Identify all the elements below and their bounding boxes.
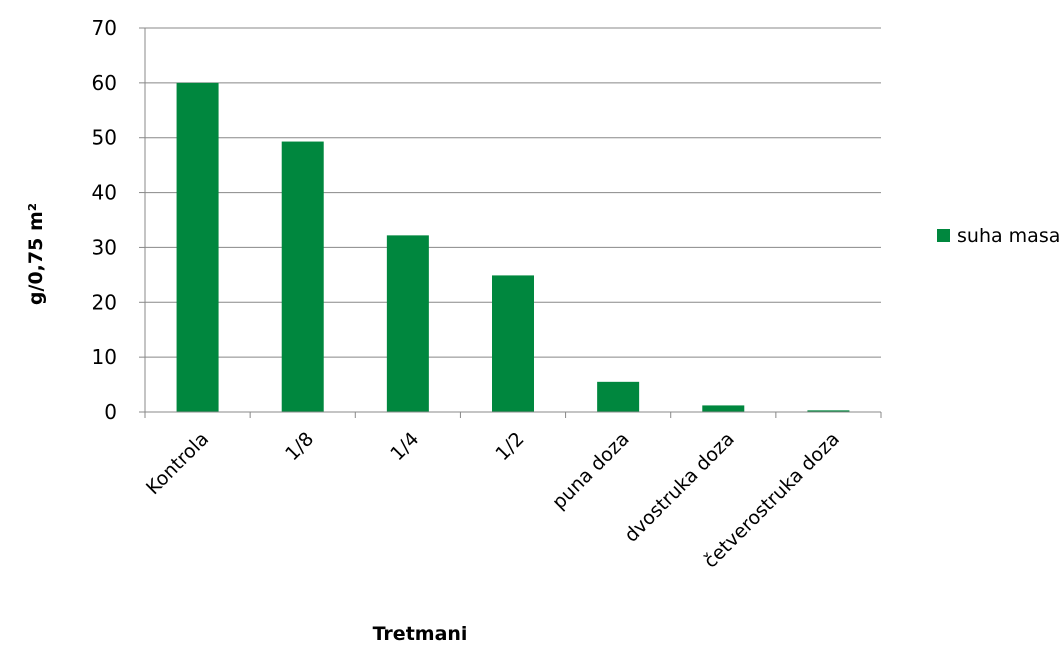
bar: [492, 275, 534, 412]
x-tick-label: 1/4: [386, 428, 423, 465]
bar: [807, 410, 850, 412]
y-tick-label: 10: [92, 345, 117, 369]
x-tick-label: puna doza: [548, 428, 634, 514]
x-axis-label: Tretmani: [373, 623, 468, 644]
y-tick-label: 70: [92, 16, 117, 40]
bar: [176, 82, 219, 412]
axes: [139, 27, 882, 418]
y-tick-label: 0: [104, 400, 117, 424]
y-tick-label: 50: [92, 126, 117, 150]
x-tick-label: Kontrola: [142, 428, 213, 499]
x-tick-label: dvostruka doza: [620, 428, 739, 547]
y-tick-label: 60: [92, 71, 117, 95]
y-tick-label: 30: [92, 235, 117, 259]
legend: suha masa: [937, 225, 1059, 247]
y-axis-label: g/0,75 m²: [25, 203, 47, 305]
gridlines: [145, 27, 881, 358]
bars: [176, 82, 850, 412]
y-tick-labels: 0 10 20 30 40 50 60 70: [92, 16, 117, 424]
bar: [386, 235, 429, 412]
legend-label-suha-masa: suha masa: [957, 225, 1059, 247]
y-tick-label: 40: [92, 181, 117, 205]
legend-swatch-suha-masa: [937, 229, 950, 242]
bar: [281, 141, 324, 412]
x-tick-label: 1/2: [491, 428, 528, 465]
bar: [702, 405, 745, 412]
y-tick-label: 20: [92, 290, 117, 314]
x-tick-label: 1/8: [281, 428, 318, 465]
bar: [597, 381, 640, 412]
